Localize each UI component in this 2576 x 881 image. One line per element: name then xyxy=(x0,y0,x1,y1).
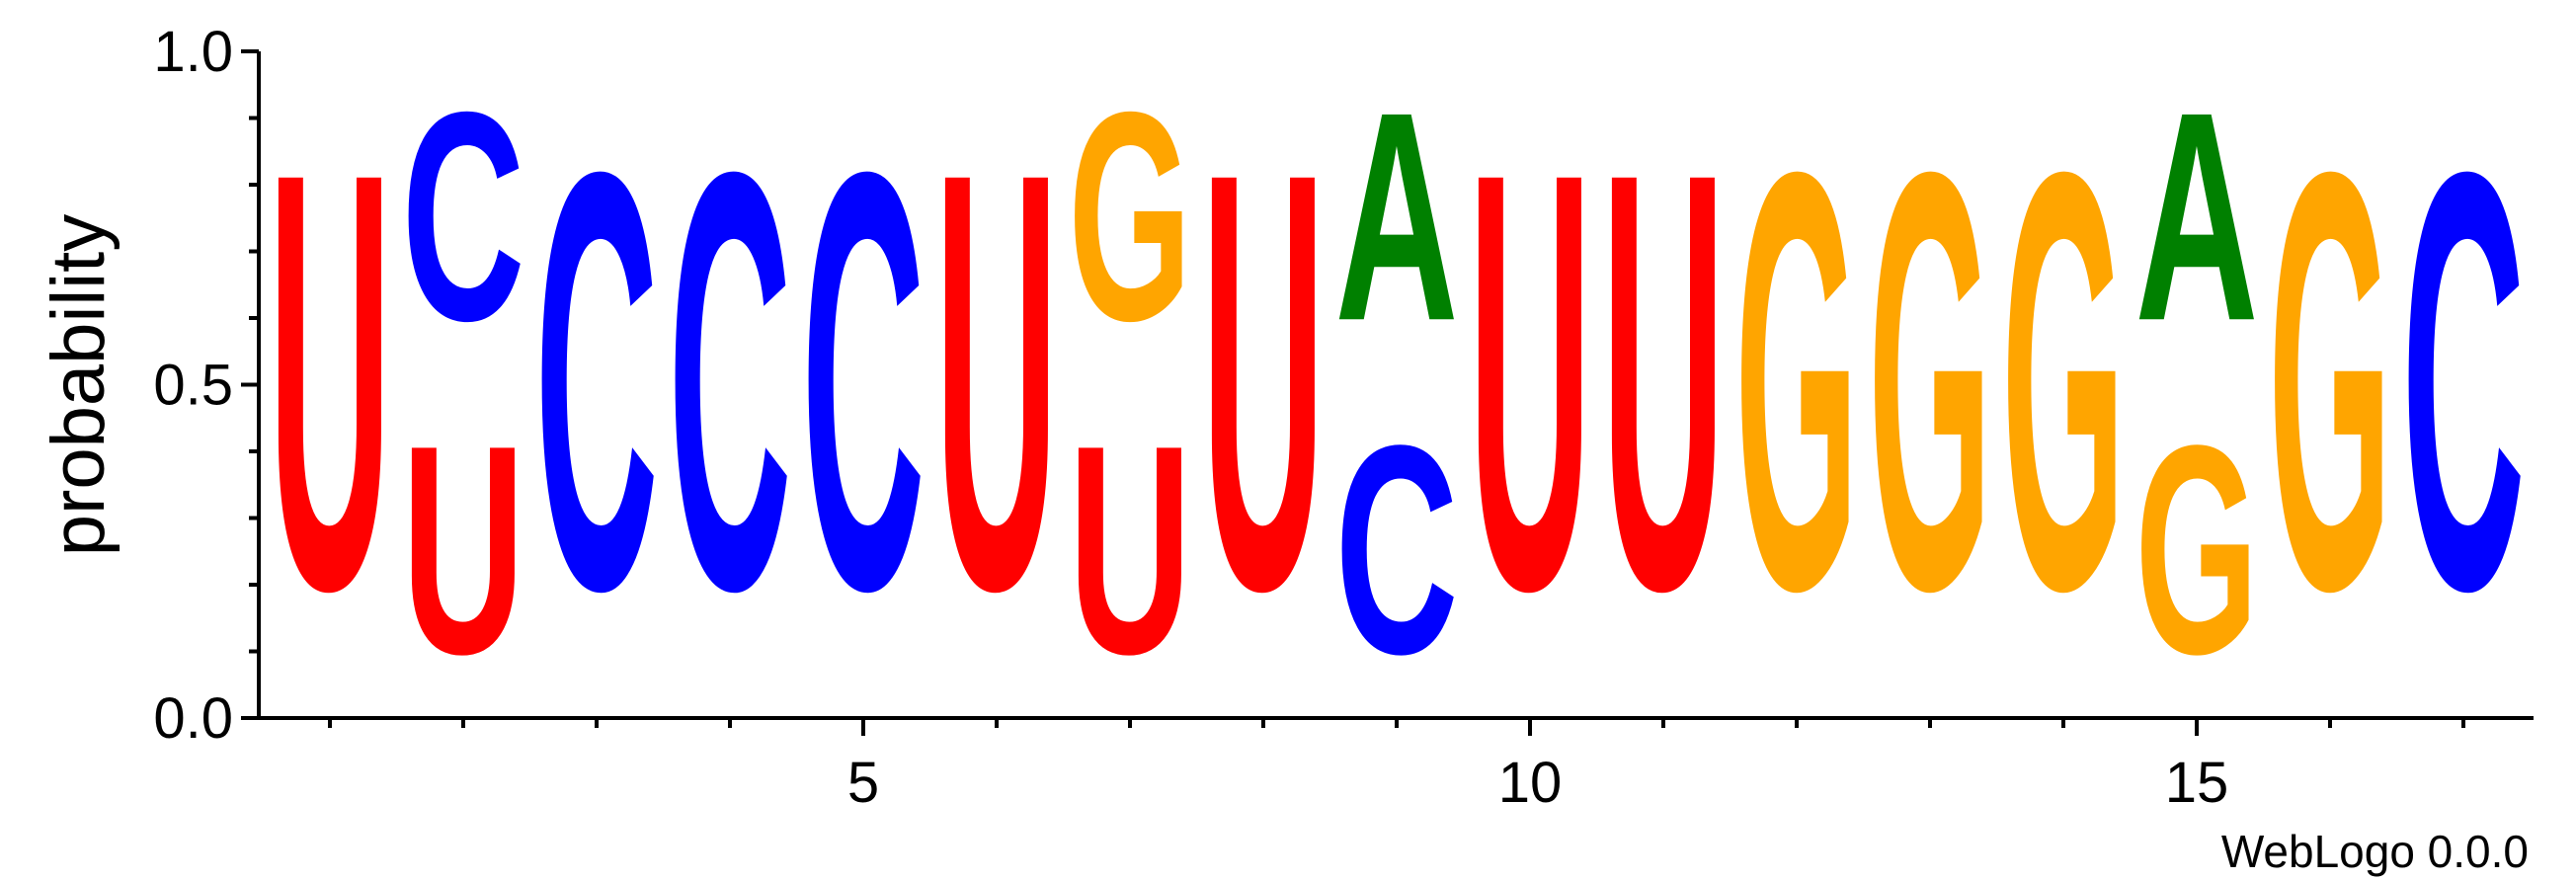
logo-letter-pos4-C: C xyxy=(669,48,792,713)
letter-stacks: U UC C C C U UG U CA U U G G G GA G C xyxy=(269,48,2526,716)
logo-letter-pos7-U: U xyxy=(1069,385,1192,717)
x-tick-label: 15 xyxy=(2165,751,2229,815)
logo-letter-pos9-C: C xyxy=(1335,385,1459,717)
logo-letter-pos2-C: C xyxy=(402,51,525,383)
x-tick-label: 10 xyxy=(1498,751,1563,815)
y-tick-label: 0.0 xyxy=(153,686,233,751)
logo-letter-pos13-G: G xyxy=(1869,50,1992,714)
credit-label: WebLogo 0.0.0 xyxy=(2221,826,2529,877)
y-tick-label: 1.0 xyxy=(153,20,233,84)
logo-letter-pos7-G: G xyxy=(1069,50,1192,383)
logo-letter-pos11-U: U xyxy=(1602,48,1726,713)
logo-letter-pos15-A: A xyxy=(2135,51,2259,383)
logo-letter-pos2-U: U xyxy=(402,385,525,717)
logo-letter-pos14-G: G xyxy=(2002,50,2126,714)
logo-letter-pos10-U: U xyxy=(1469,48,1592,713)
logo-letter-pos6-U: U xyxy=(935,48,1059,713)
logo-letter-pos1-U: U xyxy=(269,48,392,713)
logo-letter-pos5-C: C xyxy=(802,48,926,713)
axes: 0.0 0.5 1.0 5 10 15 xyxy=(153,20,2534,815)
logo-letter-pos12-G: G xyxy=(1735,50,1859,714)
logo-letter-pos3-C: C xyxy=(535,48,659,713)
y-tick-label: 0.5 xyxy=(153,354,233,418)
logo-letter-pos8-U: U xyxy=(1202,48,1326,713)
logo-letter-pos9-A: A xyxy=(1335,51,1459,383)
logo-letter-pos15-G: G xyxy=(2135,384,2259,717)
logo-letter-pos17-C: C xyxy=(2402,48,2526,713)
y-axis-label: probability xyxy=(37,214,121,556)
x-tick-label: 5 xyxy=(847,751,879,815)
logo-letter-pos16-G: G xyxy=(2269,50,2392,714)
